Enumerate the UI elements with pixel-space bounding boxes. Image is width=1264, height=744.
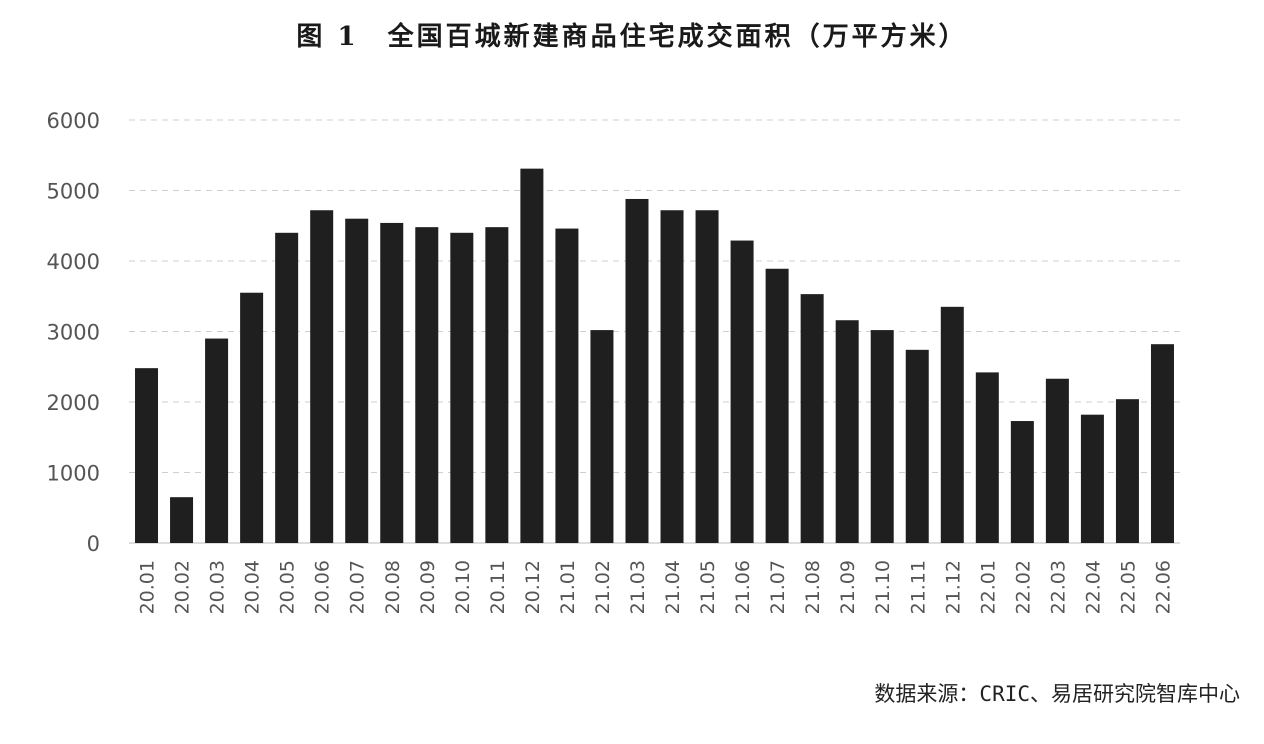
x-tick-label: 20.03 <box>207 560 229 614</box>
y-tick-label: 3000 <box>47 321 100 345</box>
y-tick-label: 1000 <box>47 462 100 486</box>
bar <box>870 330 894 543</box>
bar <box>660 210 684 544</box>
gridlines <box>129 119 1180 544</box>
x-tick-label: 21.10 <box>872 560 894 614</box>
y-tick-label: 5000 <box>47 180 100 204</box>
x-axis-ticks: 20.01 20.02 20.03 20.04 20.05 20.06 20.07 20.08… <box>137 560 1175 614</box>
x-tick-label: 22.03 <box>1047 560 1069 614</box>
y-tick-label: 4000 <box>47 250 100 274</box>
x-tick-label: 21.12 <box>942 560 964 614</box>
bar <box>240 292 264 543</box>
x-tick-label: 22.01 <box>977 560 999 614</box>
bar <box>1045 378 1069 543</box>
x-tick-label: 20.02 <box>172 560 194 614</box>
bar <box>1150 344 1174 543</box>
bar <box>380 222 404 543</box>
x-tick-label: 20.06 <box>312 560 334 614</box>
bar <box>1080 414 1104 543</box>
bar <box>800 294 824 543</box>
bar <box>450 232 474 544</box>
bar <box>695 210 719 544</box>
bar <box>730 240 754 543</box>
bar <box>975 372 999 543</box>
x-tick-label: 20.10 <box>452 560 474 614</box>
bars <box>135 168 1174 544</box>
x-tick-label: 20.05 <box>277 560 299 614</box>
bar <box>555 228 579 543</box>
x-tick-label: 21.09 <box>837 560 859 614</box>
x-tick-label: 21.06 <box>732 560 754 614</box>
x-tick-label: 21.07 <box>767 560 789 614</box>
bar <box>940 306 964 543</box>
x-tick-label: 21.03 <box>627 560 649 614</box>
bar <box>485 227 509 543</box>
bar <box>275 232 299 544</box>
x-tick-label: 20.04 <box>242 560 264 614</box>
y-tick-label: 6000 <box>47 109 100 133</box>
x-tick-label: 20.11 <box>487 560 509 614</box>
x-tick-label: 21.02 <box>592 560 614 614</box>
x-tick-label: 20.01 <box>137 560 159 614</box>
x-tick-label: 20.08 <box>382 560 404 614</box>
bar <box>205 338 229 543</box>
x-tick-label: 22.04 <box>1082 560 1104 614</box>
x-tick-label: 21.11 <box>907 560 929 614</box>
bar <box>905 349 929 543</box>
x-tick-label: 22.02 <box>1012 560 1034 614</box>
bar <box>765 268 789 543</box>
bar <box>345 218 369 543</box>
bar <box>590 330 614 543</box>
chart-title: 图 1 全国百城新建商品住宅成交面积（万平方米） <box>296 22 968 52</box>
x-tick-label: 21.05 <box>697 560 719 614</box>
x-tick-label: 21.01 <box>557 560 579 614</box>
x-tick-label: 20.09 <box>417 560 439 614</box>
bar <box>1010 421 1034 543</box>
y-axis-ticks: 0 1000 2000 3000 4000 5000 6000 <box>47 109 100 556</box>
bar <box>415 227 439 543</box>
bar <box>135 368 159 543</box>
x-tick-label: 22.05 <box>1117 560 1139 614</box>
x-tick-label: 21.08 <box>802 560 824 614</box>
bar <box>520 168 544 543</box>
x-tick-label: 20.12 <box>522 560 544 614</box>
bar <box>625 198 649 543</box>
bar <box>835 320 859 543</box>
bar <box>170 497 194 543</box>
x-tick-label: 22.06 <box>1152 560 1174 614</box>
bar <box>1115 399 1139 543</box>
data-source-note: 数据来源：CRIC、易居研究院智库中心 <box>874 682 1240 706</box>
y-tick-label: 0 <box>87 532 100 556</box>
x-tick-label: 20.07 <box>347 560 369 614</box>
y-tick-label: 2000 <box>47 391 100 415</box>
bar <box>310 210 334 544</box>
x-tick-label: 21.04 <box>662 560 684 614</box>
